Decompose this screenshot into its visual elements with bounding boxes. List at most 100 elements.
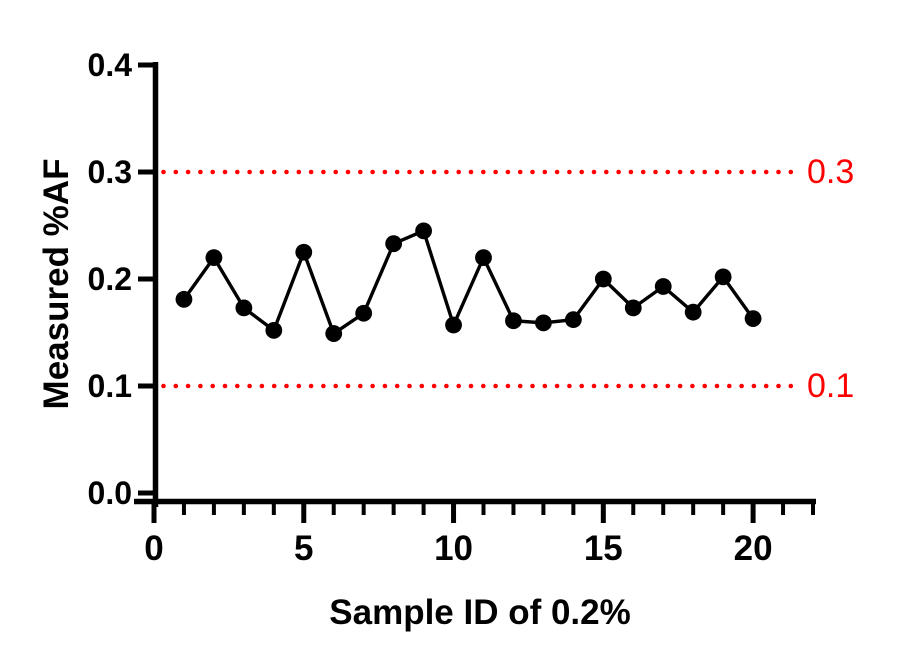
threshold-dot	[591, 169, 597, 175]
threshold-dot	[505, 169, 511, 175]
x-axis-tick-label: 5	[294, 529, 313, 568]
data-point	[654, 278, 672, 295]
data-point	[355, 304, 373, 322]
data-point	[415, 222, 432, 240]
y-axis-title: Measured %AF	[37, 158, 76, 410]
y-axis-tick-label: 0.4	[88, 47, 133, 83]
threshold-dot	[751, 169, 757, 175]
threshold-dot	[517, 383, 523, 389]
threshold-dot	[382, 383, 388, 389]
threshold-dot	[210, 169, 215, 175]
threshold-dot	[604, 383, 609, 389]
data-point	[385, 235, 403, 253]
threshold-dot	[776, 169, 781, 175]
threshold-dot	[554, 383, 560, 389]
threshold-dot	[407, 169, 412, 175]
threshold-dot	[628, 383, 634, 389]
threshold-dot	[296, 169, 302, 175]
threshold-dot	[185, 383, 191, 389]
threshold-dot	[751, 383, 757, 389]
y-axis-tick-label: 0.1	[88, 368, 132, 404]
threshold-label-lower: 0.1	[807, 366, 855, 405]
threshold-dot	[444, 169, 449, 175]
data-point	[594, 270, 612, 288]
threshold-dot	[358, 169, 363, 175]
threshold-dot	[567, 383, 572, 389]
threshold-dot	[628, 169, 634, 175]
data-point	[535, 314, 552, 332]
threshold-dot	[345, 169, 351, 175]
data-point	[235, 299, 253, 317]
threshold-dot	[222, 383, 228, 389]
threshold-dot	[714, 383, 720, 389]
data-point	[624, 299, 642, 317]
threshold-dot	[271, 383, 277, 389]
threshold-dot	[530, 383, 535, 389]
threshold-dot	[296, 383, 302, 389]
threshold-dot	[394, 169, 400, 175]
threshold-dot	[542, 169, 548, 175]
x-axis-tick-label: 10	[434, 529, 473, 568]
threshold-dot	[739, 169, 744, 175]
threshold-dot	[431, 383, 437, 389]
threshold-dot	[567, 169, 572, 175]
threshold-dot	[308, 383, 314, 389]
y-axis-tick-label: 0.2	[88, 261, 132, 297]
threshold-dot	[382, 169, 388, 175]
threshold-dot	[333, 169, 339, 175]
threshold-dot	[358, 383, 363, 389]
threshold-dot	[481, 169, 486, 175]
data-point	[684, 303, 702, 321]
threshold-dot	[604, 169, 609, 175]
data-point	[295, 243, 313, 261]
threshold-dot	[259, 383, 265, 389]
threshold-dot	[714, 169, 720, 175]
threshold-dot	[616, 383, 621, 389]
threshold-dot	[198, 169, 203, 175]
threshold-dot	[579, 383, 584, 389]
threshold-dot	[677, 169, 683, 175]
threshold-dot	[702, 169, 707, 175]
threshold-dot	[788, 383, 794, 389]
y-axis-tick-label: 0.3	[88, 154, 132, 190]
threshold-dot	[591, 383, 597, 389]
x-axis-title: Sample ID of 0.2%	[329, 593, 631, 632]
threshold-dot	[284, 383, 289, 389]
threshold-dot	[271, 169, 277, 175]
threshold-dot	[542, 383, 548, 389]
threshold-dot	[456, 169, 462, 175]
data-point	[175, 290, 193, 308]
data-point	[445, 316, 462, 334]
data-point	[205, 249, 223, 266]
threshold-dot	[407, 383, 412, 389]
threshold-dot	[345, 383, 351, 389]
threshold-dot	[739, 383, 744, 389]
threshold-dot	[173, 169, 179, 175]
threshold-dot	[616, 169, 621, 175]
data-point	[475, 249, 492, 266]
threshold-dot	[247, 169, 252, 175]
threshold-dot	[456, 383, 462, 389]
threshold-dot	[161, 169, 166, 175]
threshold-dot	[493, 169, 498, 175]
data-point	[744, 310, 762, 327]
threshold-dot	[788, 169, 794, 175]
y-axis-tick-label: 0.0	[88, 475, 132, 511]
threshold-dot	[210, 383, 215, 389]
threshold-dot	[690, 383, 695, 389]
threshold-dot	[259, 169, 265, 175]
data-point	[325, 325, 343, 342]
threshold-dot	[776, 383, 781, 389]
threshold-dot	[185, 169, 191, 175]
threshold-dot	[468, 383, 474, 389]
threshold-dot	[161, 383, 166, 389]
threshold-dot	[198, 383, 203, 389]
x-axis-tick-label: 0	[144, 529, 163, 568]
threshold-dot	[247, 383, 252, 389]
threshold-dot	[419, 383, 425, 389]
threshold-dot	[394, 383, 400, 389]
threshold-dot	[235, 383, 240, 389]
threshold-dot	[321, 383, 326, 389]
